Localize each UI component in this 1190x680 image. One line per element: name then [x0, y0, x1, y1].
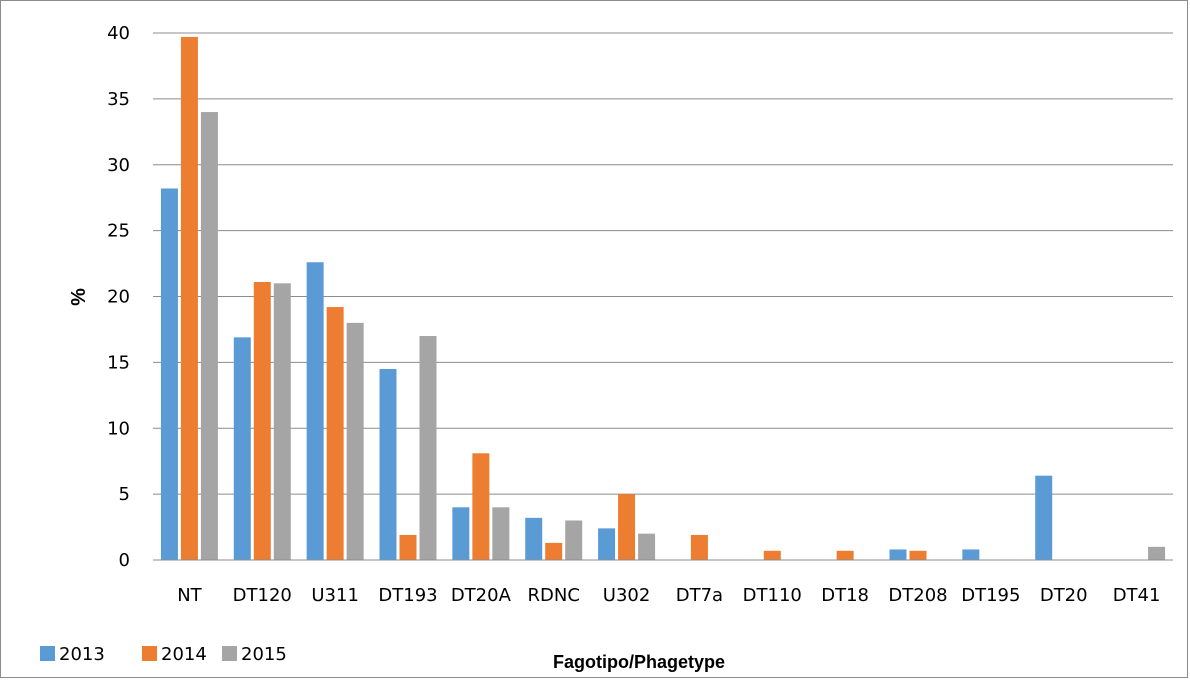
- bar-2015-RDNC: [565, 520, 583, 560]
- gridlines: [153, 32, 1173, 495]
- x-tick-label: DT193: [378, 585, 437, 606]
- x-tick-label: DT7a: [676, 585, 723, 606]
- x-tick-label: RDNC: [528, 585, 580, 606]
- bar-2014-DT18: [836, 550, 854, 560]
- legend: 2013 2014 2015: [40, 644, 287, 665]
- x-tick-label: NT: [177, 585, 202, 606]
- bar-2015-DT41: [1148, 546, 1166, 560]
- y-axis-ticks: 0 5 10 15 20 25 30 35 40: [107, 23, 130, 571]
- x-axis-ticks: NT DT120 U311 DT193 DT20A RDNC U302 DT7a DT110 DT…: [177, 585, 1160, 606]
- x-tick-label: DT18: [821, 585, 869, 606]
- bar-2013-RDNC: [525, 517, 543, 560]
- y-tick-label: 20: [107, 287, 130, 308]
- x-tick-label: DT20: [1040, 585, 1088, 606]
- bars: [160, 36, 1166, 561]
- bar-2013-DT195: [962, 549, 980, 560]
- bar-2014-DT120: [253, 282, 271, 560]
- y-tick-label: 35: [107, 89, 130, 110]
- bar-2015-U311: [346, 322, 364, 560]
- legend-label-2014: 2014: [161, 644, 207, 665]
- x-tick-label: DT41: [1113, 585, 1161, 606]
- bar-2015-DT193: [419, 336, 437, 560]
- x-tick-label: DT120: [233, 585, 292, 606]
- bar-2013-U302: [598, 528, 616, 560]
- y-tick-label: 10: [107, 418, 130, 439]
- bar-2014-DT208: [909, 550, 927, 560]
- bar-2014-U311: [326, 307, 344, 560]
- bar-2015-DT120: [273, 283, 291, 560]
- y-tick-label: 15: [107, 352, 130, 373]
- legend-swatch-2015: [222, 646, 237, 661]
- bar-2014-DT7a: [690, 534, 708, 560]
- bar-2014-DT20A: [472, 453, 490, 560]
- x-tick-label: DT110: [743, 585, 802, 606]
- bar-2015-NT: [200, 112, 218, 561]
- x-axis-label: Fagotipo/Phagetype: [553, 652, 725, 672]
- y-tick-label: 25: [107, 221, 130, 242]
- legend-swatch-2013: [40, 646, 55, 661]
- y-axis-label: %: [68, 288, 90, 306]
- x-tick-label: DT20A: [451, 585, 512, 606]
- bar-2013-DT20: [1035, 475, 1053, 560]
- y-tick-label: 5: [119, 484, 130, 505]
- legend-label-2015: 2015: [241, 644, 287, 665]
- y-tick-label: 0: [119, 550, 130, 571]
- bar-2013-DT120: [233, 337, 251, 560]
- bar-2013-DT20A: [452, 507, 470, 560]
- x-tick-label: DT208: [888, 585, 947, 606]
- bar-2015-U302: [638, 533, 656, 560]
- bar-2013-DT193: [379, 368, 397, 560]
- x-tick-label: DT195: [961, 585, 1020, 606]
- y-tick-label: 30: [107, 155, 130, 176]
- x-tick-label: U302: [603, 585, 651, 606]
- bar-2014-U302: [618, 494, 636, 560]
- bar-2013-U311: [306, 262, 324, 560]
- bar-2015-DT20A: [492, 507, 510, 560]
- bar-2014-DT193: [399, 534, 417, 560]
- bar-2013-DT208: [889, 549, 907, 560]
- x-tick-label: U311: [311, 585, 359, 606]
- legend-label-2013: 2013: [59, 644, 105, 665]
- bar-2014-NT: [180, 36, 198, 560]
- y-tick-label: 40: [107, 23, 130, 44]
- legend-swatch-2014: [142, 646, 157, 661]
- bar-2014-DT110: [763, 550, 781, 560]
- bar-2013-NT: [160, 188, 178, 560]
- bar-2014-RDNC: [545, 542, 563, 560]
